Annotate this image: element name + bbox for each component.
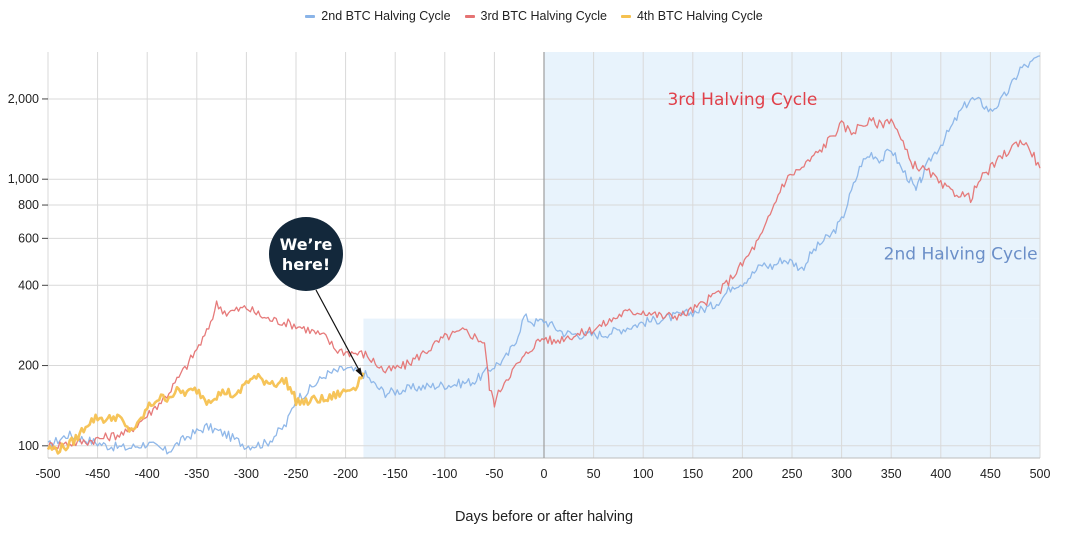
x-tick-label-11: 50	[587, 467, 601, 481]
series-line-4th	[46, 372, 365, 455]
callout-arrowhead	[355, 367, 363, 377]
y-tick-label-2: 400	[18, 278, 39, 292]
y-tick-label-1: 200	[18, 359, 39, 373]
x-tick-label-6: -200	[333, 467, 358, 481]
callout-text-line2: here!	[282, 255, 330, 274]
legend-item-4th-cycle[interactable]: 4th BTC Halving Cycle	[620, 9, 763, 23]
legend: 2nd BTC Halving Cycle 3rd BTC Halving Cy…	[0, 9, 1068, 23]
series-line-3th	[47, 117, 1041, 450]
shade-region-pre-halving	[363, 318, 544, 458]
x-tick-label-9: -50	[485, 467, 503, 481]
y-tick-label-3: 600	[18, 231, 39, 245]
legend-item-3rd-cycle[interactable]: 3rd BTC Halving Cycle	[464, 9, 607, 23]
callout-text-line1: We’re	[280, 235, 333, 254]
legend-item-2nd-cycle[interactable]: 2nd BTC Halving Cycle	[305, 9, 451, 23]
x-tick-label-3: -350	[184, 467, 209, 481]
y-tick-label-0: 100	[18, 439, 39, 453]
x-axis-label: Days before or after halving	[455, 509, 633, 525]
x-tick-label-4: -300	[234, 467, 259, 481]
x-tick-label-20: 500	[1030, 467, 1051, 481]
annotations: 3rd Halving Cycle 2nd Halving Cycle	[667, 90, 1037, 265]
x-tick-label-15: 250	[782, 467, 803, 481]
x-tick-label-12: 100	[633, 467, 654, 481]
annotation-label-1: 2nd Halving Cycle	[884, 244, 1038, 264]
series-lines	[46, 55, 1041, 455]
x-tick-label-18: 400	[930, 467, 951, 481]
x-tick-label-5: -250	[283, 467, 308, 481]
callout-bubble	[269, 217, 343, 291]
x-axis-ticks: -500 -450 -400 -350 -300 -250 -200 -150 -100 -50 0…	[35, 467, 1050, 481]
legend-swatch-4th-cycle	[620, 14, 631, 18]
series-line-2th	[47, 55, 1041, 455]
callout-pointer-line	[315, 289, 363, 377]
legend-label-4th-cycle: 4th BTC Halving Cycle	[636, 9, 763, 23]
x-tick-label-19: 450	[980, 467, 1001, 481]
x-tick-label-10: 0	[541, 467, 548, 481]
x-tick-label-16: 300	[831, 467, 852, 481]
y-axis-ticks: 100 200 400 600 800 1,000 2,000	[8, 92, 48, 453]
x-tick-label-1: -450	[85, 467, 110, 481]
legend-swatch-3rd-cycle	[464, 14, 475, 18]
legend-swatch-2nd-cycle	[305, 14, 316, 18]
y-tick-label-5: 1,000	[8, 172, 39, 186]
x-tick-label-17: 350	[881, 467, 902, 481]
y-tick-label-4: 800	[18, 198, 39, 212]
x-tick-label-14: 200	[732, 467, 753, 481]
x-tick-label-0: -500	[35, 467, 60, 481]
legend-label-3rd-cycle: 3rd BTC Halving Cycle	[480, 9, 607, 23]
legend-label-2nd-cycle: 2nd BTC Halving Cycle	[321, 9, 451, 23]
x-tick-label-8: -100	[432, 467, 457, 481]
x-tick-label-13: 150	[682, 467, 703, 481]
annotation-label-0: 3rd Halving Cycle	[667, 90, 817, 110]
y-tick-label-6: 2,000	[8, 92, 39, 106]
x-tick-label-2: -400	[135, 467, 160, 481]
x-tick-label-7: -150	[383, 467, 408, 481]
